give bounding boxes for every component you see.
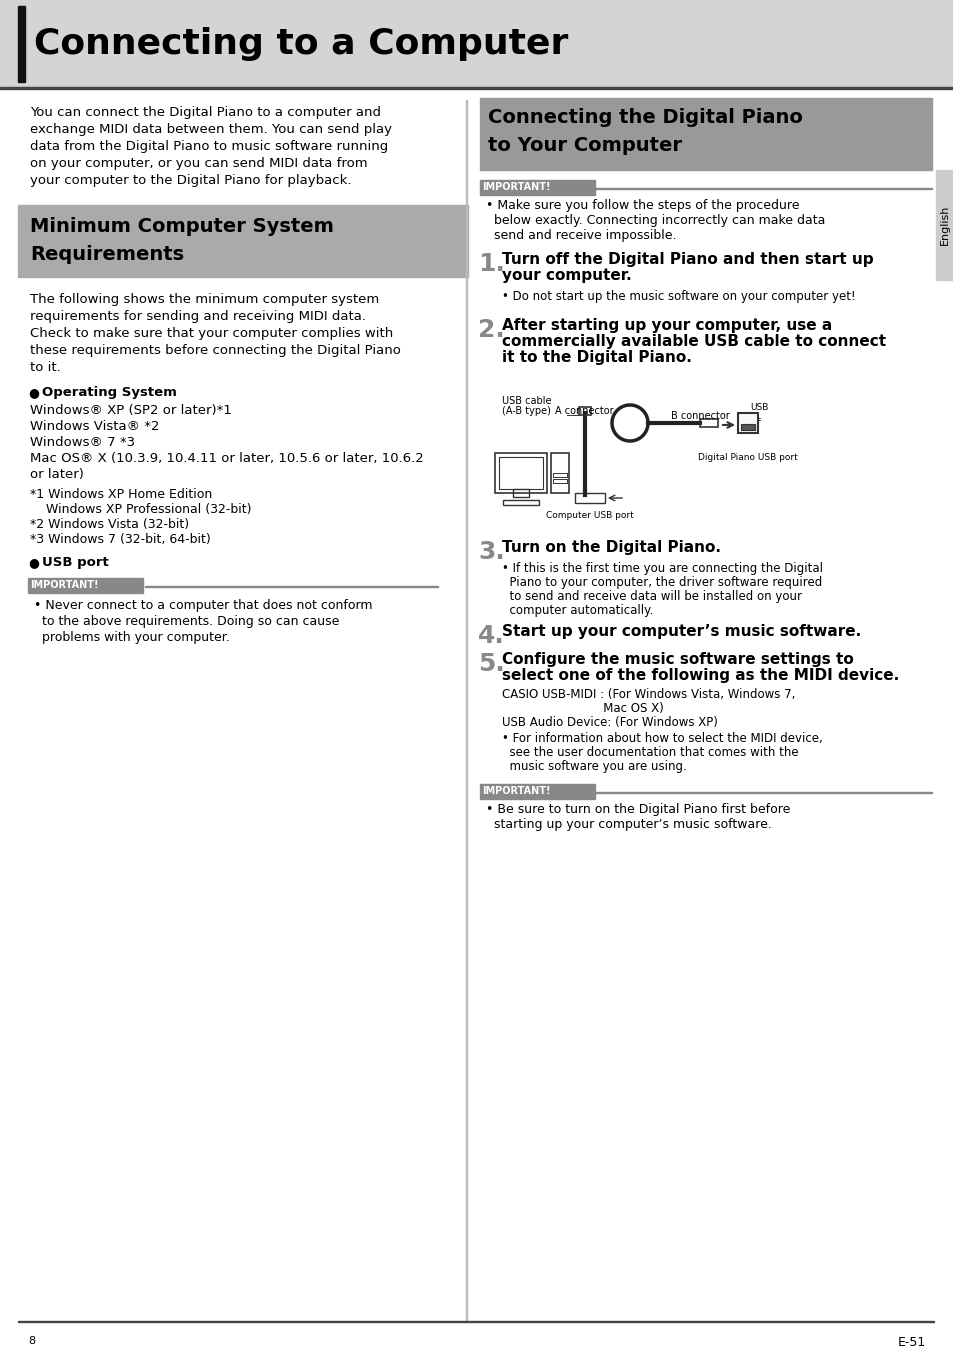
Text: or later): or later) xyxy=(30,468,84,481)
Text: • Be sure to turn on the Digital Piano first before: • Be sure to turn on the Digital Piano f… xyxy=(485,803,789,815)
Bar xyxy=(18,1320,933,1322)
Text: You can connect the Digital Piano to a computer and: You can connect the Digital Piano to a c… xyxy=(30,107,380,119)
Bar xyxy=(513,489,529,497)
Text: • If this is the first time you are connecting the Digital: • If this is the first time you are conn… xyxy=(501,562,822,575)
Text: to Your Computer: to Your Computer xyxy=(488,136,681,155)
Text: Piano to your computer, the driver software required: Piano to your computer, the driver softw… xyxy=(501,576,821,589)
Text: Mac OS® X (10.3.9, 10.4.11 or later, 10.5.6 or later, 10.6.2: Mac OS® X (10.3.9, 10.4.11 or later, 10.… xyxy=(30,452,423,464)
Text: your computer.: your computer. xyxy=(501,269,631,284)
Bar xyxy=(479,784,595,799)
Text: to the above requirements. Doing so can cause: to the above requirements. Doing so can … xyxy=(34,616,339,628)
Text: E-51: E-51 xyxy=(897,1336,925,1349)
Text: ●: ● xyxy=(28,386,39,400)
Text: on your computer, or you can send MIDI data from: on your computer, or you can send MIDI d… xyxy=(30,157,367,170)
Text: 4.: 4. xyxy=(477,624,504,648)
Text: these requirements before connecting the Digital Piano: these requirements before connecting the… xyxy=(30,344,400,356)
Bar xyxy=(495,454,546,493)
Text: After starting up your computer, use a: After starting up your computer, use a xyxy=(501,319,831,333)
Text: • Do not start up the music software on your computer yet!: • Do not start up the music software on … xyxy=(501,290,855,302)
Text: IMPORTANT!: IMPORTANT! xyxy=(481,182,550,192)
Bar xyxy=(18,205,468,277)
Bar xyxy=(738,413,758,433)
Text: Windows® XP (SP2 or later)*1: Windows® XP (SP2 or later)*1 xyxy=(30,404,232,417)
Text: Requirements: Requirements xyxy=(30,244,184,265)
Text: exchange MIDI data between them. You can send play: exchange MIDI data between them. You can… xyxy=(30,123,392,136)
Text: to send and receive data will be installed on your: to send and receive data will be install… xyxy=(501,590,801,603)
Text: USB port: USB port xyxy=(42,556,109,568)
Bar xyxy=(465,100,467,1320)
Text: 5.: 5. xyxy=(477,652,504,676)
Text: below exactly. Connecting incorrectly can make data: below exactly. Connecting incorrectly ca… xyxy=(485,215,824,227)
Bar xyxy=(479,180,595,194)
Bar xyxy=(502,500,538,505)
Bar xyxy=(479,99,931,170)
Text: Windows Vista® *2: Windows Vista® *2 xyxy=(30,420,159,433)
Text: Windows XP Professional (32-bit): Windows XP Professional (32-bit) xyxy=(30,504,252,516)
Text: Operating System: Operating System xyxy=(42,386,176,400)
Text: Mac OS X): Mac OS X) xyxy=(501,702,663,716)
Text: starting up your computer’s music software.: starting up your computer’s music softwa… xyxy=(485,818,771,832)
Text: *1 Windows XP Home Edition: *1 Windows XP Home Edition xyxy=(30,487,212,501)
Text: • For information about how to select the MIDI device,: • For information about how to select th… xyxy=(501,732,821,745)
Text: send and receive impossible.: send and receive impossible. xyxy=(485,230,676,242)
Text: B connector: B connector xyxy=(670,410,729,421)
Bar xyxy=(553,479,566,483)
Bar xyxy=(935,170,953,279)
Text: Minimum Computer System: Minimum Computer System xyxy=(30,217,334,236)
Text: see the user documentation that comes with the: see the user documentation that comes wi… xyxy=(501,747,798,759)
Text: Digital Piano USB port: Digital Piano USB port xyxy=(698,454,797,462)
Text: Turn on the Digital Piano.: Turn on the Digital Piano. xyxy=(501,540,720,555)
Text: Check to make sure that your computer complies with: Check to make sure that your computer co… xyxy=(30,327,393,340)
Bar xyxy=(0,86,953,89)
Text: • Never connect to a computer that does not conform: • Never connect to a computer that does … xyxy=(34,599,372,612)
Text: $⇐$: $⇐$ xyxy=(749,413,760,427)
Text: Configure the music software settings to: Configure the music software settings to xyxy=(501,652,853,667)
Text: CASIO USB-MIDI : (For Windows Vista, Windows 7,: CASIO USB-MIDI : (For Windows Vista, Win… xyxy=(501,688,795,701)
Bar xyxy=(28,578,143,593)
Text: USB Audio Device: (For Windows XP): USB Audio Device: (For Windows XP) xyxy=(501,716,717,729)
Bar xyxy=(700,418,718,427)
Text: computer automatically.: computer automatically. xyxy=(501,603,653,617)
Text: 3.: 3. xyxy=(477,540,504,564)
Bar xyxy=(740,424,754,431)
Text: to it.: to it. xyxy=(30,360,61,374)
Text: your computer to the Digital Piano for playback.: your computer to the Digital Piano for p… xyxy=(30,174,351,188)
Text: commercially available USB cable to connect: commercially available USB cable to conn… xyxy=(501,333,885,350)
Text: English: English xyxy=(939,205,949,246)
Text: Start up your computer’s music software.: Start up your computer’s music software. xyxy=(501,624,861,639)
Text: IMPORTANT!: IMPORTANT! xyxy=(30,580,98,590)
Text: select one of the following as the MIDI device.: select one of the following as the MIDI … xyxy=(501,668,899,683)
Bar xyxy=(575,493,604,504)
Text: ●: ● xyxy=(28,556,39,568)
Bar xyxy=(553,472,566,477)
Text: IMPORTANT!: IMPORTANT! xyxy=(481,786,550,796)
Bar xyxy=(0,0,953,88)
Text: The following shows the minimum computer system: The following shows the minimum computer… xyxy=(30,293,379,306)
Text: USB cable: USB cable xyxy=(501,396,551,406)
Text: 2.: 2. xyxy=(477,319,504,342)
Text: problems with your computer.: problems with your computer. xyxy=(34,630,230,644)
Text: *3 Windows 7 (32-bit, 64-bit): *3 Windows 7 (32-bit, 64-bit) xyxy=(30,533,211,545)
Text: requirements for sending and receiving MIDI data.: requirements for sending and receiving M… xyxy=(30,310,366,323)
Bar xyxy=(498,458,542,489)
Text: (A-B type): (A-B type) xyxy=(501,406,550,416)
Text: Connecting to a Computer: Connecting to a Computer xyxy=(34,27,568,61)
Bar xyxy=(578,406,590,414)
Text: Connecting the Digital Piano: Connecting the Digital Piano xyxy=(488,108,802,127)
Text: USB: USB xyxy=(749,404,767,412)
Bar xyxy=(551,454,568,493)
Text: 1.: 1. xyxy=(477,252,504,275)
Text: 8: 8 xyxy=(28,1336,35,1346)
Text: *2 Windows Vista (32-bit): *2 Windows Vista (32-bit) xyxy=(30,518,189,531)
Text: Computer USB port: Computer USB port xyxy=(545,512,633,520)
Text: data from the Digital Piano to music software running: data from the Digital Piano to music sof… xyxy=(30,140,388,153)
Bar xyxy=(18,5,25,82)
Text: music software you are using.: music software you are using. xyxy=(501,760,686,774)
Text: it to the Digital Piano.: it to the Digital Piano. xyxy=(501,350,691,365)
Text: Turn off the Digital Piano and then start up: Turn off the Digital Piano and then star… xyxy=(501,252,873,267)
Text: • Make sure you follow the steps of the procedure: • Make sure you follow the steps of the … xyxy=(485,198,799,212)
Text: Windows® 7 *3: Windows® 7 *3 xyxy=(30,436,135,450)
Text: A connector: A connector xyxy=(555,406,613,416)
